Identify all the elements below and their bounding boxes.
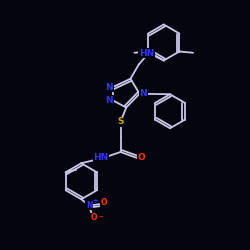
Text: N: N xyxy=(106,96,113,105)
Text: +: + xyxy=(92,198,98,204)
Text: N: N xyxy=(106,82,113,92)
Text: HN: HN xyxy=(94,154,108,162)
Text: N: N xyxy=(140,89,147,98)
Text: O: O xyxy=(100,198,107,207)
Text: N: N xyxy=(86,200,92,209)
Text: HN: HN xyxy=(139,48,154,58)
Text: ⁻: ⁻ xyxy=(98,214,103,224)
Text: S: S xyxy=(117,118,124,126)
Text: O: O xyxy=(138,154,145,162)
Text: O: O xyxy=(90,214,97,222)
